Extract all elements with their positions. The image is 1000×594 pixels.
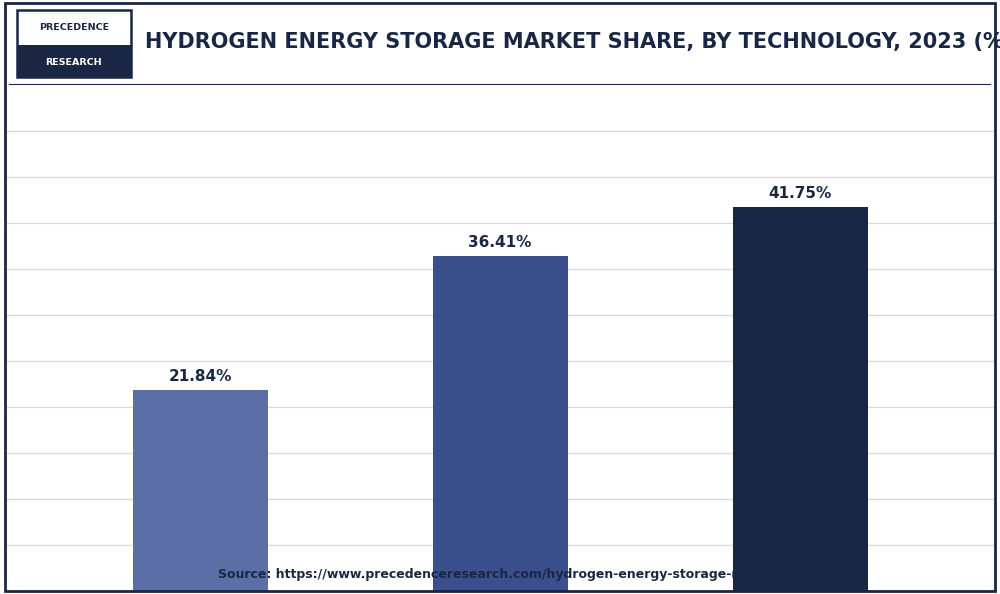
Text: HYDROGEN ENERGY STORAGE MARKET SHARE, BY TECHNOLOGY, 2023 (%): HYDROGEN ENERGY STORAGE MARKET SHARE, BY… (145, 33, 1000, 52)
Text: 21.84%: 21.84% (168, 369, 232, 384)
Bar (17, 45, 131, 77)
Text: 36.41%: 36.41% (468, 235, 532, 250)
Text: RESEARCH: RESEARCH (45, 58, 102, 67)
Text: PRECEDENCE: PRECEDENCE (39, 23, 109, 32)
Text: 41.75%: 41.75% (768, 186, 832, 201)
Bar (432, 256, 568, 591)
Bar (133, 390, 268, 591)
Text: Source: https://www.precedenceresearch.com/hydrogen-energy-storage-market: Source: https://www.precedenceresearch.c… (218, 568, 782, 581)
Bar (17, 10, 131, 77)
Bar (732, 207, 868, 591)
